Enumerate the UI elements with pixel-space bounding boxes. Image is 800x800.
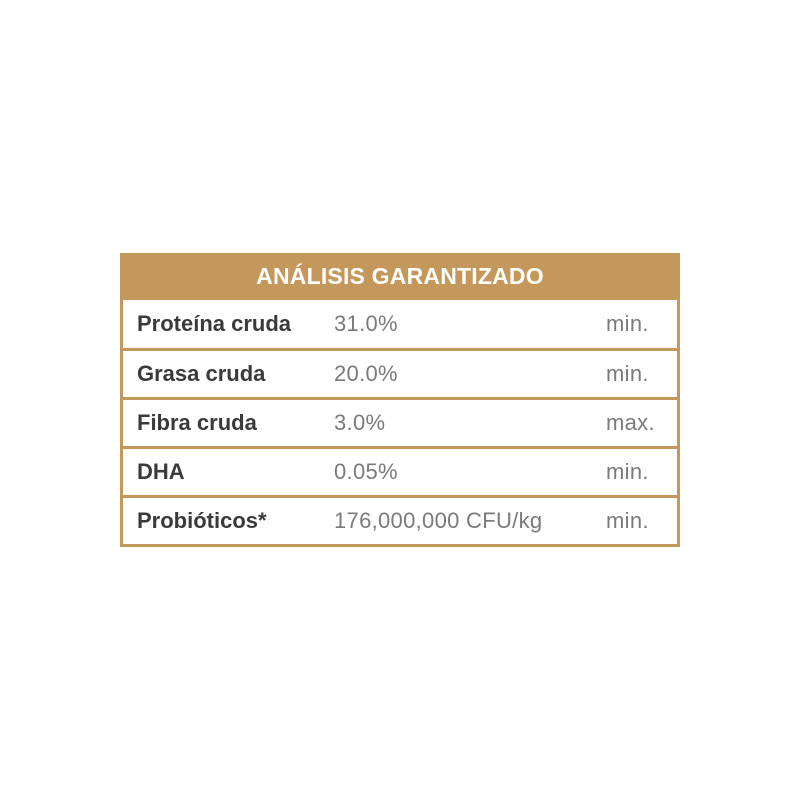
table-row: DHA 0.05% min. xyxy=(123,446,677,495)
table-row: Proteína cruda 31.0% min. xyxy=(123,300,677,348)
row-unit: max. xyxy=(606,410,655,435)
row-value: 20.0% xyxy=(334,361,398,386)
table-title: ANÁLISIS GARANTIZADO xyxy=(120,253,680,300)
row-label: Proteína cruda xyxy=(137,311,292,336)
row-unit: min. xyxy=(606,311,649,336)
row-label: DHA xyxy=(137,459,185,484)
row-unit: min. xyxy=(606,361,649,386)
row-value: 0.05% xyxy=(334,459,398,484)
row-unit: min. xyxy=(606,508,649,533)
table-row: Grasa cruda 20.0% min. xyxy=(123,348,677,397)
guaranteed-analysis-table: ANÁLISIS GARANTIZADO Proteína cruda 31.0%… xyxy=(120,253,680,547)
row-label: Probióticos* xyxy=(137,508,267,533)
table-row: Fibra cruda 3.0% max. xyxy=(123,397,677,446)
row-label: Fibra cruda xyxy=(137,410,257,435)
row-value: 176,000,000 CFU/kg xyxy=(334,508,543,533)
row-value: 31.0% xyxy=(334,311,398,336)
table-row: Probióticos* 176,000,000 CFU/kg min. xyxy=(123,495,677,544)
row-value: 3.0% xyxy=(334,410,386,435)
row-unit: min. xyxy=(606,459,649,484)
row-label: Grasa cruda xyxy=(137,361,266,386)
